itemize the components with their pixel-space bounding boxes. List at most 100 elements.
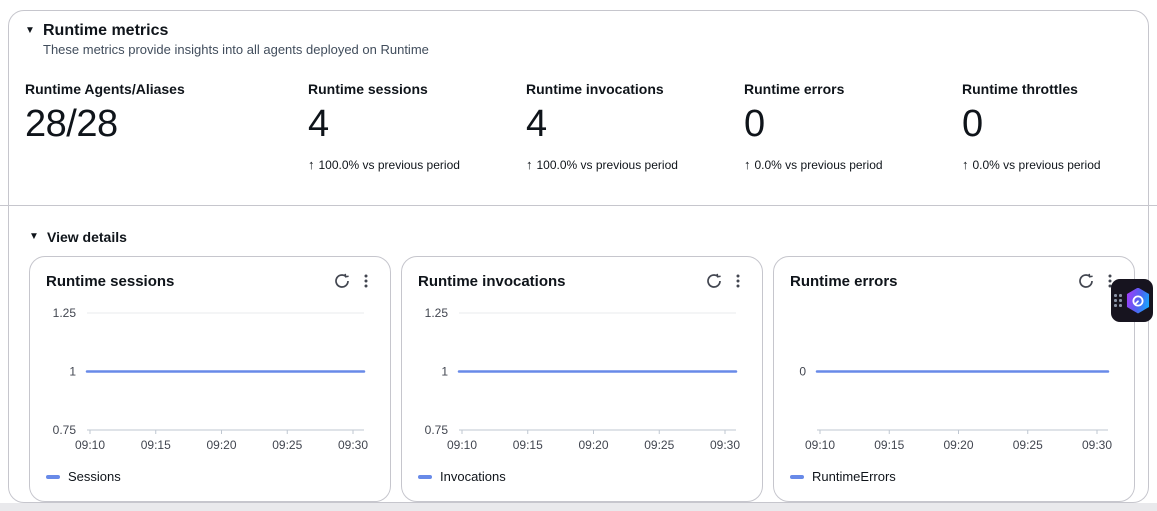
legend-item[interactable]: Sessions	[46, 469, 121, 484]
collapse-triangle-icon: ▼	[29, 231, 39, 242]
metric-runtime-invocations: Runtime invocations 4 ↑ 100.0% vs previo…	[526, 79, 744, 173]
gauge-icon	[1132, 295, 1144, 306]
kebab-menu-button[interactable]	[726, 269, 750, 293]
svg-text:09:15: 09:15	[513, 438, 543, 452]
svg-text:09:10: 09:10	[447, 438, 477, 452]
chart-card-header: Runtime invocations	[418, 269, 750, 293]
trend-up-arrow-icon: ↑	[744, 157, 751, 172]
svg-text:0.75: 0.75	[425, 423, 449, 437]
legend-item[interactable]: RuntimeErrors	[790, 469, 896, 484]
svg-text:09:25: 09:25	[1013, 438, 1043, 452]
section-title: Runtime metrics	[43, 22, 169, 39]
svg-text:0.75: 0.75	[53, 423, 77, 437]
trend-up-arrow-icon: ↑	[962, 157, 969, 172]
svg-text:1.25: 1.25	[425, 306, 449, 320]
runtime-metrics-section: ▼ Runtime metrics These metrics provide …	[9, 11, 1148, 173]
legend-swatch	[790, 474, 804, 479]
chart-card-actions	[1074, 269, 1122, 293]
legend-label: Sessions	[68, 469, 121, 484]
metric-runtime-agents-aliases: Runtime Agents/Aliases 28/28	[25, 79, 308, 173]
metric-delta-text: 0.0% vs previous period	[972, 158, 1101, 172]
chart-card-actions	[330, 269, 378, 293]
collapse-triangle-icon: ▼	[25, 25, 35, 36]
svg-text:09:30: 09:30	[338, 438, 368, 452]
legend-swatch	[46, 474, 60, 479]
assistant-hexagon-icon	[1126, 287, 1150, 314]
metric-label: Runtime throttles	[962, 81, 1078, 97]
chart-cards-row: Runtime sessions	[29, 256, 1135, 502]
metric-delta: ↑ 0.0% vs previous period	[744, 157, 962, 173]
svg-text:1: 1	[69, 365, 76, 379]
svg-text:09:10: 09:10	[75, 438, 105, 452]
legend-swatch	[418, 474, 432, 479]
refresh-icon	[335, 273, 349, 288]
kebab-menu-button[interactable]	[354, 269, 378, 293]
refresh-icon	[707, 273, 721, 288]
metric-value: 0	[744, 103, 765, 145]
section-subtitle: These metrics provide insights into all …	[43, 42, 429, 57]
trend-up-arrow-icon: ↑	[308, 157, 315, 172]
metric-runtime-sessions: Runtime sessions 4 ↑ 100.0% vs previous …	[308, 79, 526, 173]
svg-text:1: 1	[441, 365, 448, 379]
metric-label: Runtime Agents/Aliases	[25, 81, 185, 97]
refresh-button[interactable]	[1074, 269, 1098, 293]
kebab-menu-icon	[736, 274, 740, 288]
metric-delta-text: 100.0% vs previous period	[536, 158, 678, 172]
view-details-toggle[interactable]: ▼ View details	[29, 227, 127, 247]
kebab-menu-icon	[364, 274, 368, 288]
amazon-q-assistant-button[interactable]	[1111, 279, 1153, 322]
metric-label: Runtime sessions	[308, 81, 428, 97]
refresh-button[interactable]	[330, 269, 354, 293]
section-divider	[0, 205, 1157, 206]
svg-text:09:10: 09:10	[805, 438, 835, 452]
metric-runtime-throttles: Runtime throttles 0 ↑ 0.0% vs previous p…	[962, 79, 1148, 173]
metric-delta: ↑ 100.0% vs previous period	[308, 157, 526, 173]
chart-card-runtime-sessions: Runtime sessions	[29, 256, 391, 502]
refresh-button[interactable]	[702, 269, 726, 293]
metric-value: 4	[526, 103, 547, 145]
svg-text:09:25: 09:25	[644, 438, 674, 452]
refresh-icon	[1079, 273, 1093, 288]
metrics-row: Runtime Agents/Aliases 28/28 Runtime ses…	[9, 79, 1148, 173]
drag-handle-icon[interactable]	[1114, 294, 1122, 307]
svg-text:1.25: 1.25	[53, 306, 77, 320]
chart-card-actions	[702, 269, 750, 293]
chart-card-runtime-errors: Runtime errors	[773, 256, 1135, 502]
legend-item[interactable]: Invocations	[418, 469, 506, 484]
view-details-label: View details	[47, 229, 127, 245]
svg-text:09:30: 09:30	[710, 438, 740, 452]
svg-text:09:25: 09:25	[272, 438, 302, 452]
svg-text:09:20: 09:20	[578, 438, 608, 452]
metric-value: 0	[962, 103, 983, 145]
svg-text:0: 0	[799, 365, 806, 379]
trend-up-arrow-icon: ↑	[526, 157, 533, 172]
chart-card-title: Runtime invocations	[418, 272, 566, 290]
metric-value: 4	[308, 103, 329, 145]
metric-value: 28/28	[25, 103, 118, 145]
chart-card-runtime-invocations: Runtime invocations	[401, 256, 763, 502]
runtime-metrics-toggle[interactable]: ▼ Runtime metrics	[9, 11, 1148, 41]
metric-delta: ↑ 100.0% vs previous period	[526, 157, 744, 173]
chart-card-header: Runtime errors	[790, 269, 1122, 293]
svg-text:09:15: 09:15	[874, 438, 904, 452]
svg-text:09:20: 09:20	[943, 438, 973, 452]
svg-text:09:30: 09:30	[1082, 438, 1112, 452]
metric-delta: ↑ 0.0% vs previous period	[962, 157, 1148, 173]
kebab-menu-icon	[1108, 274, 1112, 288]
legend-label: Invocations	[440, 469, 506, 484]
line-chart: 0 09:10 09:15 09:20 09:25 09:30	[799, 365, 1112, 453]
metric-delta-text: 0.0% vs previous period	[754, 158, 883, 172]
chart-card-title: Runtime errors	[790, 272, 898, 290]
legend-label: RuntimeErrors	[812, 469, 896, 484]
page-background-strip	[0, 503, 1157, 511]
runtime-metrics-container: ▼ Runtime metrics These metrics provide …	[8, 10, 1149, 503]
metric-label: Runtime invocations	[526, 81, 664, 97]
svg-text:09:15: 09:15	[141, 438, 171, 452]
chart-card-title: Runtime sessions	[46, 272, 175, 290]
svg-text:09:20: 09:20	[206, 438, 236, 452]
kebab-menu-button[interactable]	[1098, 269, 1122, 293]
chart-card-header: Runtime sessions	[46, 269, 378, 293]
